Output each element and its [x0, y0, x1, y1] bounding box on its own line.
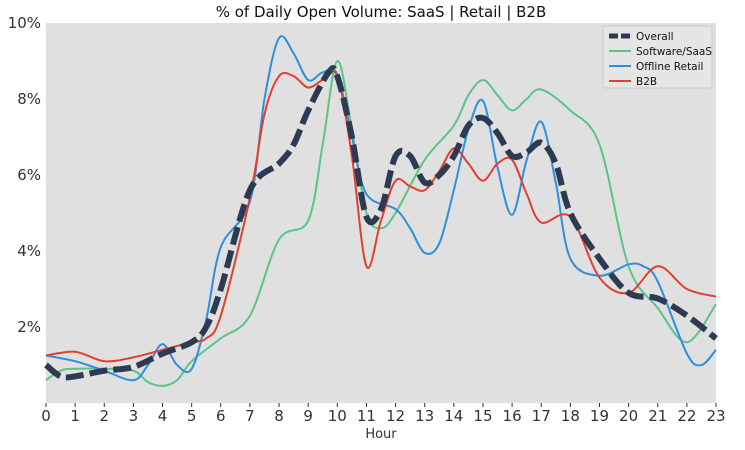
x-tick-label: 14: [444, 407, 463, 425]
x-tick-label: 2: [99, 407, 109, 425]
x-tick-label: 16: [503, 407, 522, 425]
y-tick-label: 6%: [17, 166, 41, 184]
x-axis-label: Hour: [365, 427, 397, 442]
x-tick-label: 21: [648, 407, 667, 425]
y-axis-ticks: 2% 4% 6% 8% 10%: [8, 14, 41, 336]
y-tick-label: 10%: [8, 14, 41, 32]
x-tick-label: 1: [70, 407, 80, 425]
x-tick-label: 5: [187, 407, 197, 425]
series-line-overall: [44, 65, 718, 381]
series-layer: [44, 35, 718, 387]
y-tick-label: 8%: [17, 90, 41, 108]
x-tick-label: 4: [158, 407, 168, 425]
x-tick-label: 23: [706, 407, 725, 425]
y-tick-label: 4%: [17, 242, 41, 260]
x-tick-label: 20: [619, 407, 638, 425]
x-tick-label: 19: [590, 407, 609, 425]
x-tick-label: 11: [357, 407, 376, 425]
x-tick-label: 18: [561, 407, 580, 425]
series-line-b2b: [45, 70, 717, 363]
x-tick-label: 10: [328, 407, 347, 425]
chart-title: % of Daily Open Volume: SaaS | Retail | …: [216, 3, 547, 21]
x-tick-label: 8: [274, 407, 284, 425]
x-tick-label: 13: [415, 407, 434, 425]
x-tick-label: 17: [532, 407, 551, 425]
x-tick-label: 22: [677, 407, 696, 425]
x-tick-label: 15: [473, 407, 492, 425]
x-axis-ticks: 0 1 2 3 4 5 6 7 8 9 10 11 12 13 14 15 16 17 18 19 20 21 22 23: [41, 403, 726, 425]
series-line-offline-retail: [45, 35, 717, 382]
legend-label-software-saas: Software/SaaS: [636, 46, 712, 58]
x-tick-label: 9: [303, 407, 313, 425]
legend-label-overall: Overall: [636, 31, 674, 43]
x-tick-label: 3: [129, 407, 139, 425]
legend-label-b2b: B2B: [636, 76, 657, 88]
legend-box: [602, 25, 713, 89]
y-tick-label: 2%: [17, 318, 41, 336]
x-tick-label: 7: [245, 407, 255, 425]
legend-label-offline-retail: Offline Retail: [636, 61, 703, 73]
x-tick-label: 12: [386, 407, 405, 425]
x-tick-label: 0: [41, 407, 51, 425]
x-tick-label: 6: [216, 407, 226, 425]
legend: Overall Software/SaaS Offline Retail B2B: [602, 25, 713, 89]
